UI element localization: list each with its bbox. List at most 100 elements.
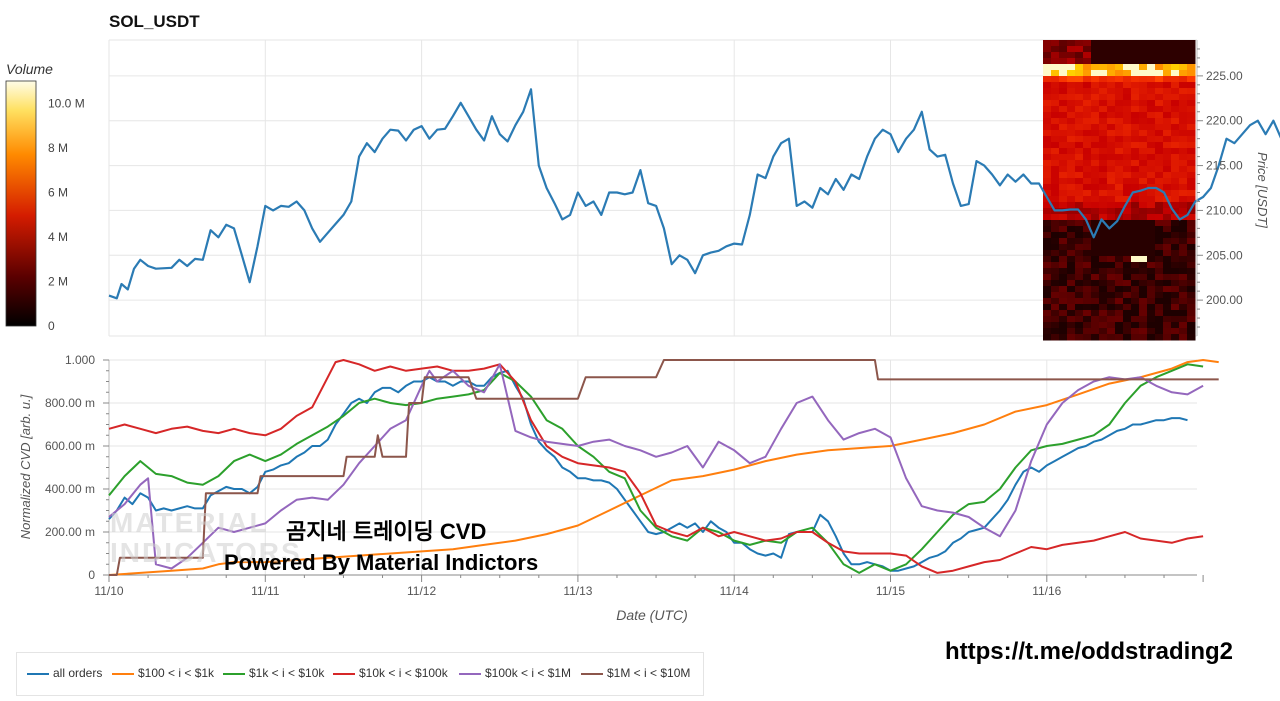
heatmap-cell: [1115, 148, 1124, 155]
heatmap-cell: [1099, 262, 1108, 269]
heatmap-cell: [1171, 106, 1180, 113]
heatmap-cell: [1155, 76, 1164, 83]
legend-swatch-1m-10m: [581, 672, 603, 675]
heatmap-cell: [1123, 220, 1132, 227]
heatmap-cell: [1059, 46, 1068, 53]
heatmap-cell: [1171, 70, 1180, 77]
heatmap-cell: [1115, 226, 1124, 233]
heatmap-cell: [1115, 202, 1124, 209]
heatmap-cell: [1075, 148, 1084, 155]
heatmap-cell: [1083, 238, 1092, 245]
heatmap-cell: [1171, 286, 1180, 293]
heatmap-cell: [1075, 130, 1084, 137]
x-tick-label: 11/15: [876, 584, 905, 598]
heatmap-cell: [1091, 46, 1100, 53]
heatmap-cell: [1131, 148, 1140, 155]
heatmap-cell: [1171, 310, 1180, 317]
heatmap-cell: [1075, 64, 1084, 71]
heatmap-cell: [1059, 124, 1068, 131]
heatmap-cell: [1051, 286, 1060, 293]
heatmap-cell: [1107, 172, 1116, 179]
heatmap-cell: [1091, 76, 1100, 83]
heatmap-cell: [1155, 124, 1164, 131]
heatmap-cell: [1091, 244, 1100, 251]
x-axis-label: Date (UTC): [616, 607, 688, 623]
heatmap-cell: [1179, 142, 1188, 149]
heatmap-cell: [1131, 112, 1140, 119]
heatmap-cell: [1051, 118, 1060, 125]
legend-item-1k-10k[interactable]: $1k < i < $10k: [223, 666, 324, 680]
heatmap-cell: [1043, 280, 1052, 287]
heatmap-cell: [1075, 178, 1084, 185]
heatmap-cell: [1131, 274, 1140, 281]
heatmap-cell: [1147, 136, 1156, 143]
heatmap-cell: [1155, 328, 1164, 335]
heatmap-cell: [1059, 268, 1068, 275]
heatmap-cell: [1131, 304, 1140, 311]
heatmap-cell: [1171, 208, 1180, 215]
heatmap-cell: [1067, 124, 1076, 131]
legend-item-10k-100k[interactable]: $10k < i < $100k: [333, 666, 448, 680]
heatmap-cell: [1083, 172, 1092, 179]
heatmap-cell: [1059, 292, 1068, 299]
heatmap-cell: [1163, 292, 1172, 299]
heatmap-cell: [1067, 88, 1076, 95]
heatmap-cell: [1091, 40, 1100, 47]
heatmap-cell: [1123, 322, 1132, 329]
heatmap-cell: [1123, 256, 1132, 263]
heatmap-cell: [1075, 316, 1084, 323]
heatmap-cell: [1059, 196, 1068, 203]
heatmap-cell: [1171, 268, 1180, 275]
heatmap-cell: [1051, 46, 1060, 53]
telegram-link[interactable]: https://t.me/oddstrading2: [945, 638, 1233, 665]
heatmap-cell: [1051, 58, 1060, 65]
heatmap-cell: [1115, 118, 1124, 125]
heatmap-cell: [1067, 208, 1076, 215]
heatmap-cell: [1131, 286, 1140, 293]
heatmap-cell: [1099, 94, 1108, 101]
legend-item-all-orders[interactable]: all orders: [27, 666, 102, 680]
heatmap-cell: [1099, 106, 1108, 113]
heatmap-cell: [1083, 94, 1092, 101]
heatmap-cell: [1179, 172, 1188, 179]
heatmap-cell: [1043, 70, 1052, 77]
heatmap-cell: [1107, 184, 1116, 191]
heatmap-cell: [1155, 250, 1164, 257]
heatmap-cell: [1139, 142, 1148, 149]
heatmap-cell: [1075, 202, 1084, 209]
heatmap-cell: [1187, 64, 1196, 71]
heatmap-cell: [1059, 250, 1068, 257]
heatmap-cell: [1107, 70, 1116, 77]
heatmap-cell: [1107, 100, 1116, 107]
heatmap-cell: [1051, 280, 1060, 287]
heatmap-cell: [1099, 46, 1108, 53]
heatmap-cell: [1107, 88, 1116, 95]
legend-item-100k-1m[interactable]: $100k < i < $1M: [459, 666, 571, 680]
heatmap-cell: [1099, 256, 1108, 263]
heatmap-cell: [1051, 232, 1060, 239]
heatmap-cell: [1083, 310, 1092, 317]
heatmap-cell: [1115, 256, 1124, 263]
heatmap-cell: [1107, 256, 1116, 263]
heatmap-cell: [1155, 298, 1164, 305]
heatmap-cell: [1099, 82, 1108, 89]
heatmap-cell: [1043, 322, 1052, 329]
heatmap-cell: [1123, 274, 1132, 281]
heatmap-cell: [1083, 58, 1092, 65]
heatmap-cell: [1179, 238, 1188, 245]
heatmap-cell: [1043, 316, 1052, 323]
heatmap-cell: [1123, 160, 1132, 167]
chart-title: SOL_USDT: [109, 12, 200, 31]
heatmap-cell: [1179, 88, 1188, 95]
heatmap-cell: [1163, 328, 1172, 335]
heatmap-cell: [1043, 112, 1052, 119]
heatmap-cell: [1155, 214, 1164, 221]
legend-item-1m-10m[interactable]: $1M < i < $10M: [581, 666, 690, 680]
heatmap-cell: [1147, 226, 1156, 233]
heatmap-cell: [1187, 88, 1196, 95]
heatmap-cell: [1107, 148, 1116, 155]
heatmap-cell: [1059, 112, 1068, 119]
heatmap-cell: [1099, 130, 1108, 137]
heatmap-cell: [1163, 220, 1172, 227]
legend-item-100-1k[interactable]: $100 < i < $1k: [112, 666, 214, 680]
